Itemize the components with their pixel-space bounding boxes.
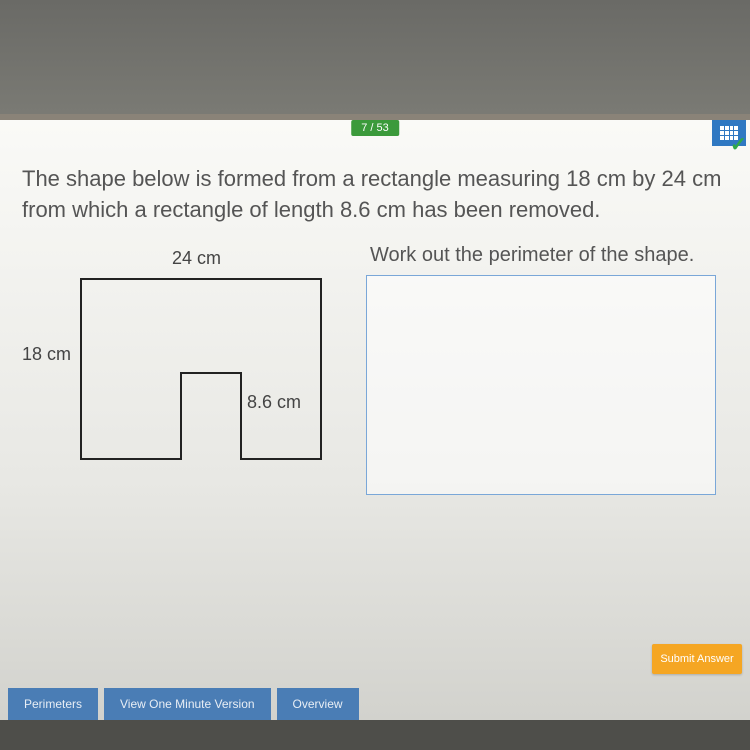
question-line-2: from which a rectangle of length 8.6 cm … — [22, 197, 600, 222]
calculator-icon[interactable]: ✓ — [712, 120, 746, 146]
bottom-nav: Perimeters View One Minute Version Overv… — [0, 688, 750, 720]
tab-overview[interactable]: Overview — [277, 688, 359, 720]
dimension-left-label: 18 cm — [22, 344, 71, 365]
question-text: The shape below is formed from a rectang… — [22, 164, 722, 226]
question-line-1: The shape below is formed from a rectang… — [22, 166, 721, 191]
tab-one-minute[interactable]: View One Minute Version — [104, 688, 271, 720]
photo-background-top — [0, 0, 750, 120]
photo-background-bottom — [0, 720, 750, 750]
dimension-top-label: 24 cm — [172, 248, 221, 269]
submit-button[interactable]: Submit Answer — [652, 644, 742, 674]
right-column: Work out the perimeter of the shape. — [366, 244, 716, 495]
progress-pill: 7 / 53 — [351, 120, 399, 136]
worksheet-screen: 7 / 53 ✓ The shape below is formed from … — [0, 120, 750, 720]
diagram-area: 24 cm 18 cm 8.6 cm — [22, 244, 352, 494]
check-icon: ✓ — [730, 132, 748, 150]
tab-perimeters[interactable]: Perimeters — [8, 688, 98, 720]
prompt-text: Work out the perimeter of the shape. — [366, 244, 716, 267]
answer-input-area[interactable] — [366, 275, 716, 495]
compound-shape — [76, 274, 326, 469]
